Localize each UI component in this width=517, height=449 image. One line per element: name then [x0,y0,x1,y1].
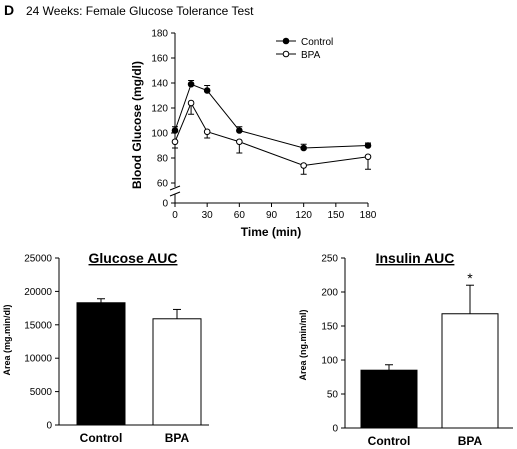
glucose-auc-category-label: BPA [165,431,190,445]
line-x-tick-label: 150 [327,210,344,221]
data-point-bpa [171,138,179,146]
line-y-tick-label: 80 [157,154,169,165]
figure-title: 24 Weeks: Female Glucose Tolerance Test [26,4,254,18]
glucose-auc-y-tick-label: 0 [46,421,52,432]
panel-label: D [4,2,14,18]
insulin-auc-category-label: Control [368,434,411,448]
data-point-bpa [364,153,372,161]
insulin-auc-y-tick-label: 50 [327,390,339,401]
insulin-auc-y-axis-label: Area (ng.min/ml) [298,309,308,380]
glucose-auc-title: Glucose AUC [89,250,178,266]
insulin-auc-y-tick-label: 100 [321,356,338,367]
line-y-tick-label: 0 [162,199,168,210]
data-point-control [187,80,195,88]
line-x-tick-label: 180 [360,210,377,221]
data-point-bpa [187,99,195,107]
line-x-tick-label: 30 [202,210,214,221]
data-point-control [203,87,211,94]
line-y-axis-label: Blood Glucose (mg/dl) [130,61,144,189]
legend-label-bpa: BPA [301,50,321,61]
insulin-auc-significance-annotation: * [467,270,473,286]
data-point-control [364,142,372,149]
line-x-tick-label: 120 [295,210,312,221]
line-y-tick-label: 180 [151,29,168,40]
line-x-tick-label: 60 [234,210,246,221]
insulin-auc-y-tick-label: 150 [321,322,338,333]
glucose-auc-y-tick-label: 10000 [24,354,52,365]
glucose-auc-y-axis-label: Area (mg.min/dl) [2,304,12,375]
data-point-bpa [236,138,243,146]
glucose-auc-bar-bpa [152,318,202,426]
glucose-auc-y-tick-label: 5000 [30,387,53,398]
insulin-auc-bar-control [360,369,418,429]
line-y-tick-label: 60 [157,179,169,190]
data-point-bpa [203,128,211,136]
legend-marker-control [282,37,290,45]
insulin-auc-bar-chart: Insulin AUC Area (ng.min/ml) 0 50 100 150 20… [298,250,513,448]
line-y-tick-label: 120 [151,104,168,115]
glucose-auc-y-tick-label: 15000 [24,320,52,331]
line-y-tick-label: 140 [151,79,168,90]
line-y-axis-break-lower [169,191,181,197]
insulin-auc-category-label: BPA [458,434,483,448]
legend-label-control: Control [301,37,333,48]
glucose-tolerance-line-chart: Blood Glucose (mg/dl) Time (min) Control… [130,29,377,240]
data-point-bpa [300,162,307,169]
insulin-auc-y-tick-label: 250 [321,254,338,265]
line-y-tick-label: 160 [151,54,168,65]
legend-marker-bpa [282,50,290,58]
data-point-control [171,127,179,134]
insulin-auc-title: Insulin AUC [376,250,455,266]
insulin-auc-y-tick-label: 200 [321,288,338,299]
line-x-tick-label: 90 [266,210,278,221]
series-line-bpa [174,101,369,167]
glucose-auc-category-label: Control [80,431,123,445]
line-legend: Control BPA [276,37,333,61]
insulin-auc-y-tick-label: 0 [332,424,338,435]
data-point-control [236,127,243,134]
series-line-control [174,83,369,149]
insulin-auc-bar-bpa [441,313,499,429]
line-x-tick-label: 0 [172,210,178,221]
line-x-axis-label: Time (min) [241,225,301,239]
glucose-auc-bar-control [76,302,126,426]
line-y-axis-break-upper [169,185,181,191]
line-y-tick-label: 100 [151,129,168,140]
data-point-control [300,144,307,152]
glucose-auc-y-tick-label: 25000 [24,254,52,265]
glucose-auc-y-tick-label: 20000 [24,287,52,298]
glucose-auc-bar-chart: Glucose AUC Area (mg.min/dl) 0 5000 10000 1… [2,250,209,445]
